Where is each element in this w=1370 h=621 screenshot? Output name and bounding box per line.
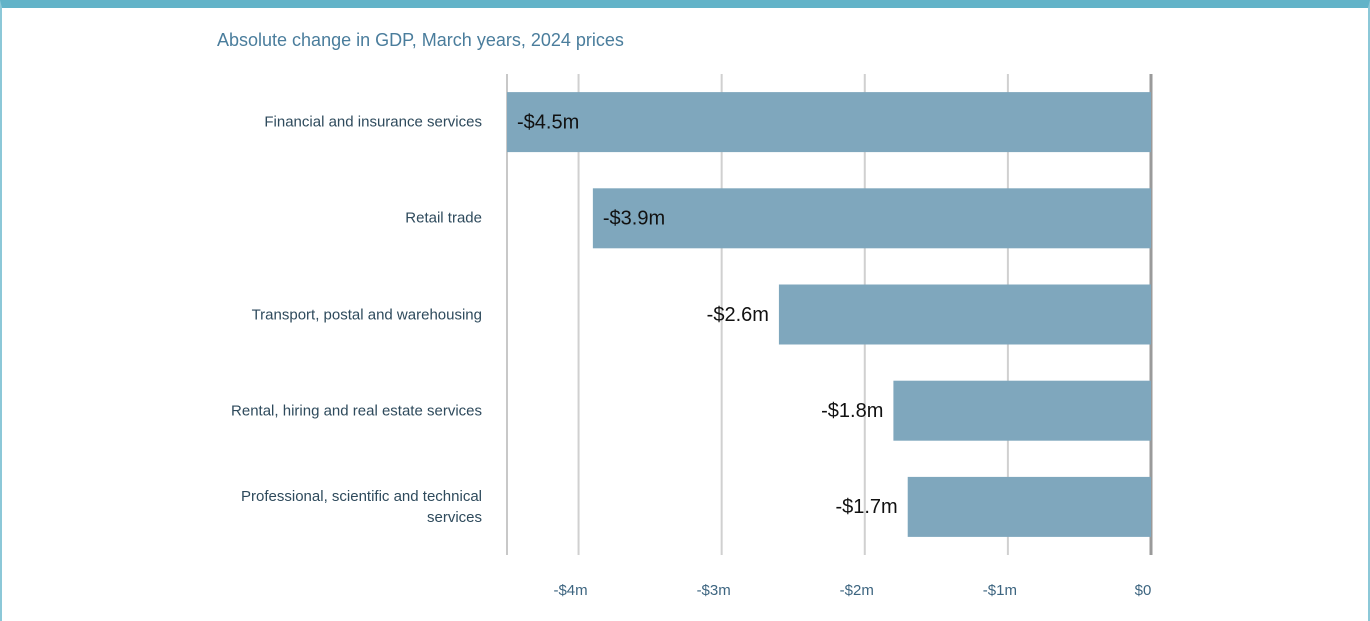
value-label: -$1.8m (821, 400, 883, 422)
category-label: Financial and insurance services (264, 113, 482, 131)
chart: -$4m -$3m -$2m -$1m $0 -$4.5m -$3.9m -$2.6m -$1.… (506, 74, 1153, 599)
value-label: -$4.5m (517, 111, 579, 133)
x-tick-label: -$2m (840, 582, 874, 599)
x-tick-label: -$1m (983, 582, 1017, 599)
x-tick-label: -$3m (697, 582, 731, 599)
bar (507, 92, 1151, 153)
x-tick-label: $0 (1135, 582, 1152, 599)
category-label: Retail trade (405, 209, 482, 227)
value-label: -$1.7m (835, 496, 897, 518)
bar (907, 476, 1151, 537)
bar (592, 188, 1151, 249)
bar (893, 380, 1151, 441)
chart-title: Absolute change in GDP, March years, 202… (217, 30, 624, 50)
value-label: -$3.9m (603, 208, 665, 230)
category-label: Professional, scientific and technical s… (241, 487, 482, 526)
category-label: Transport, postal and warehousing (251, 306, 482, 323)
value-label: -$2.6m (707, 304, 769, 326)
x-tick-label: -$4m (553, 582, 587, 599)
bar (778, 284, 1151, 345)
category-label: Rental, hiring and real estate services (231, 402, 482, 420)
